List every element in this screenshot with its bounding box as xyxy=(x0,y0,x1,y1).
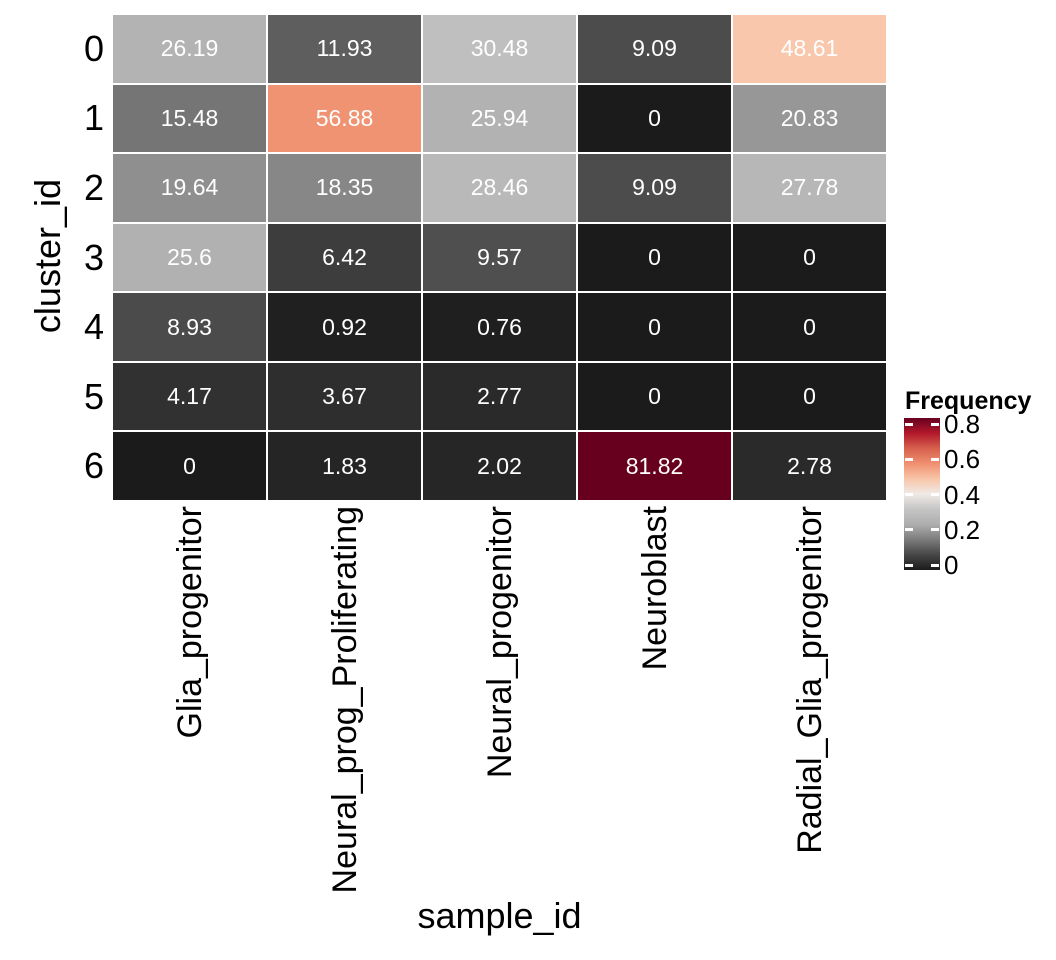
heatmap-cell: 0.76 xyxy=(423,293,576,361)
heatmap-cell: 4.17 xyxy=(113,362,266,431)
heatmap-cell: 28.46 xyxy=(423,154,576,222)
legend-tick-mark xyxy=(931,528,939,532)
legend-tick-mark xyxy=(905,528,913,532)
x-tick-label: Neuroblast xyxy=(635,506,674,671)
heatmap-cell: 2.02 xyxy=(423,432,576,500)
legend-title: Frequency xyxy=(905,387,1032,415)
y-tick-label: 2 xyxy=(83,166,104,208)
y-tick-label: 5 xyxy=(83,375,104,417)
legend-tick-mark xyxy=(931,422,939,426)
heatmap-cell: 1.83 xyxy=(268,432,421,500)
heatmap-cell: 9.57 xyxy=(423,223,576,292)
heatmap-cell: 2.77 xyxy=(423,362,576,431)
x-tick-label: Radial_Glia_progenitor xyxy=(790,506,829,854)
heatmap-cell: 26.19 xyxy=(113,15,266,83)
heatmap-cell: 30.48 xyxy=(423,15,576,83)
y-tick-label: 1 xyxy=(83,97,104,139)
legend-tick-label: 0 xyxy=(944,550,959,580)
legend-tick-label: 0.4 xyxy=(944,479,981,510)
legend-tick-label: 0.6 xyxy=(944,444,981,475)
y-tick-label: 0 xyxy=(83,27,104,69)
heatmap-panel: 26.19 11.93 30.48 9.09 48.61 15.48 56.88 25.94 0… xyxy=(113,15,886,500)
y-tick-label: 4 xyxy=(83,306,104,348)
heatmap-cell: 11.93 xyxy=(268,15,421,83)
heatmap-cell: 0 xyxy=(733,362,886,431)
y-tick-label: 3 xyxy=(83,236,104,278)
heatmap-cell: 0 xyxy=(578,293,731,361)
legend-tick-mark xyxy=(905,457,913,461)
heatmap-cell: 48.61 xyxy=(733,15,886,83)
legend-tick-mark xyxy=(931,457,939,461)
heatmap-cell: 0 xyxy=(578,223,731,292)
heatmap-cell: 2.78 xyxy=(733,432,886,500)
legend-tick-mark xyxy=(931,563,939,567)
heatmap-cell: 18.35 xyxy=(268,154,421,222)
heatmap-cell: 56.88 xyxy=(268,84,421,153)
legend-tick-mark xyxy=(905,563,913,567)
heatmap-cell: 0 xyxy=(733,223,886,292)
heatmap-cell: 25.6 xyxy=(113,223,266,292)
x-tick-label: Neural_prog_Proliferating xyxy=(325,506,364,894)
legend-tick-mark xyxy=(931,493,939,496)
heatmap-cell: 0 xyxy=(733,293,886,361)
heatmap-cell: 6.42 xyxy=(268,223,421,292)
heatmap-cell: 0.92 xyxy=(268,293,421,361)
heatmap-cell: 15.48 xyxy=(113,84,266,153)
legend-tick-mark xyxy=(905,422,913,426)
heatmap-cell: 0 xyxy=(113,432,266,500)
x-tick-label: Glia_progenitor xyxy=(170,506,209,739)
heatmap-cell: 19.64 xyxy=(113,154,266,222)
heatmap-cell: 8.93 xyxy=(113,293,266,361)
heatmap-cell: 0 xyxy=(578,84,731,153)
legend-tick-label: 0.8 xyxy=(944,409,981,439)
heatmap-cell: 3.67 xyxy=(268,362,421,431)
heatmap-cell: 27.78 xyxy=(733,154,886,222)
legend-tick-label: 0.2 xyxy=(944,514,981,545)
legend-tick-mark xyxy=(905,493,913,496)
heatmap-cell: 9.09 xyxy=(578,15,731,83)
heatmap-cell: 0 xyxy=(578,362,731,431)
heatmap-cell: 20.83 xyxy=(733,84,886,153)
x-axis-title: sample_id xyxy=(417,895,582,936)
y-tick-label: 6 xyxy=(83,445,104,487)
x-tick-label: Neural_progenitor xyxy=(480,506,519,779)
heatmap-cell: 9.09 xyxy=(578,154,731,222)
heatmap-cell: 25.94 xyxy=(423,84,576,153)
heatmap-cell: 81.82 xyxy=(578,432,731,500)
